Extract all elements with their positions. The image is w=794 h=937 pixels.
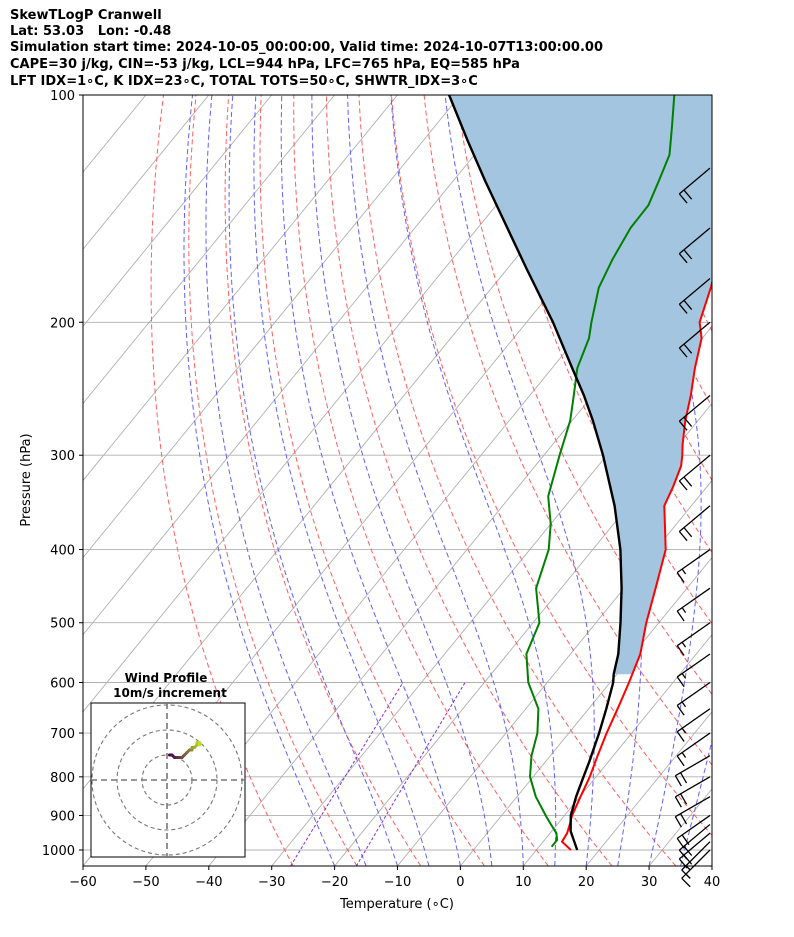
moist-adiabat <box>183 95 336 866</box>
x-tick-label: 30 <box>641 875 658 890</box>
moist-adiabat <box>347 95 524 866</box>
wind-barb <box>676 587 711 622</box>
wind-barb <box>678 454 711 491</box>
wind-barb <box>676 732 711 767</box>
temperature-profile <box>561 279 712 851</box>
isotherm-line <box>585 711 712 866</box>
x-tick-label: −40 <box>195 875 222 890</box>
wind-barb <box>674 776 711 808</box>
y-tick-label: 600 <box>50 677 75 692</box>
title-line-5: LFT IDX=1∘C, K IDX=23∘C, TOTAL TOTS=50∘C… <box>10 74 478 89</box>
isotherm-line <box>711 865 712 866</box>
y-tick-label: 800 <box>50 771 75 786</box>
x-tick-label: 0 <box>456 875 464 890</box>
wind-barb <box>676 814 711 849</box>
y-tick-label: 100 <box>50 89 75 104</box>
moist-adiabat <box>311 95 493 866</box>
x-tick-label: 10 <box>515 875 532 890</box>
dry-adiabat <box>224 95 422 866</box>
hodograph-title: Wind Profile <box>125 671 208 685</box>
wind-barb <box>678 823 711 860</box>
isotherm-line <box>397 479 712 866</box>
cape-area <box>449 95 712 675</box>
wind-barb <box>676 708 711 742</box>
isotherm-line <box>83 95 84 96</box>
isotherm-line <box>83 95 587 713</box>
x-tick-label: 40 <box>704 875 721 890</box>
isotherm-line <box>271 325 712 866</box>
x-tick-label: −60 <box>69 875 96 890</box>
wind-barb <box>678 505 711 542</box>
dry-adiabat <box>423 95 712 766</box>
wind-barb <box>676 622 711 656</box>
isotherm-line <box>460 556 712 866</box>
dry-adiabat <box>750 95 794 866</box>
mixing-ratio-line <box>290 682 404 866</box>
title-line-4: CAPE=30 j/kg, CIN=-53 j/kg, LCL=944 hPa,… <box>10 57 520 72</box>
moist-adiabat <box>205 95 367 866</box>
x-axis-label: Temperature (∘C) <box>339 897 454 912</box>
moist-adiabat <box>280 95 461 866</box>
title-line-1: SkewTLogP Cranwell <box>10 8 162 23</box>
y-tick-label: 200 <box>50 316 75 331</box>
wind-barb <box>681 841 711 879</box>
dry-adiabat <box>293 95 549 866</box>
dry-adiabat <box>391 95 712 837</box>
isotherm-line <box>83 95 273 328</box>
y-tick-label: 400 <box>50 544 75 559</box>
y-tick-label: 900 <box>50 809 75 824</box>
x-tick-label: −20 <box>321 875 348 890</box>
y-tick-label: 500 <box>50 617 75 632</box>
isotherm-line <box>522 633 712 866</box>
wind-barb <box>678 394 711 431</box>
dry-adiabat <box>188 95 358 866</box>
wind-barb <box>676 653 711 688</box>
x-tick-label: 20 <box>578 875 595 890</box>
moist-adiabat <box>711 864 712 866</box>
parcel-profile <box>447 95 623 851</box>
wind-barb <box>674 755 711 787</box>
isotherm-line <box>83 95 398 482</box>
title-line-2: Lat: 53.03 Lon: -0.48 <box>10 24 172 39</box>
wind-barb <box>678 321 711 358</box>
dewpoint-profile <box>525 95 676 848</box>
dry-adiabat <box>150 95 294 866</box>
title-line-3: Simulation start time: 2024-10-05_00:00:… <box>10 40 603 55</box>
moist-adiabat <box>604 95 702 866</box>
wind-barb <box>676 681 711 716</box>
x-tick-label: −30 <box>258 875 285 890</box>
y-tick-label: 700 <box>50 727 75 742</box>
isotherm-line <box>83 95 524 636</box>
moist-adiabat <box>253 95 430 866</box>
wind-barb <box>678 277 711 314</box>
moist-adiabat <box>390 95 557 866</box>
isotherm-line <box>83 95 210 250</box>
y-tick-label: 1000 <box>42 844 75 859</box>
x-tick-label: −50 <box>132 875 159 890</box>
isotherm-line <box>83 95 335 405</box>
x-tick-label: −10 <box>384 875 411 890</box>
wind-barb <box>674 796 711 828</box>
dry-adiabat <box>717 95 794 866</box>
wind-barb <box>678 227 711 264</box>
dry-adiabat <box>488 95 712 625</box>
dry-adiabat <box>783 95 794 866</box>
moist-adiabat <box>228 95 398 866</box>
mixing-ratio-line <box>355 682 466 866</box>
dry-adiabat <box>259 95 485 866</box>
isotherm-line <box>208 248 712 866</box>
wind-barb <box>676 549 711 583</box>
y-axis-label: Pressure (hPa) <box>19 433 34 526</box>
isotherm-line <box>83 95 461 559</box>
wind-barb <box>678 167 711 204</box>
hodograph-subtitle: 10m/s increment <box>113 686 227 700</box>
y-tick-label: 300 <box>50 449 75 464</box>
